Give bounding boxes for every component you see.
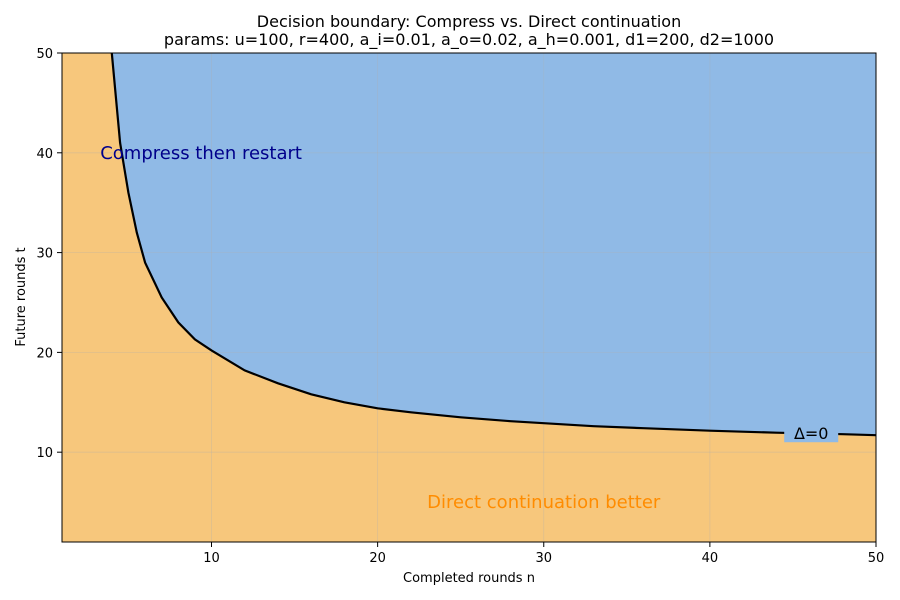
x-tick-label: 20	[369, 551, 386, 566]
plot-frame	[61, 52, 877, 543]
y-tick-label: 10	[36, 446, 53, 461]
contour-label: Δ=0	[794, 424, 829, 443]
y-axis-label: Future rounds t	[14, 247, 29, 346]
y-axis: 10 20 30 40 50	[36, 47, 62, 461]
direct-region	[62, 53, 876, 542]
x-tick-label: 10	[203, 551, 220, 566]
x-axis-label: Completed rounds n	[403, 571, 535, 586]
contour-label-gap	[784, 424, 839, 443]
region-label-compress: Compress then restart	[100, 143, 302, 164]
y-tick-label: 50	[36, 47, 53, 62]
x-tick-label: 50	[868, 551, 885, 566]
y-tick-label: 30	[36, 247, 53, 262]
y-tick-label: 40	[36, 147, 53, 162]
plot-area: Δ=0 Compress then restart Direct continu…	[61, 52, 877, 543]
x-tick-label: 40	[702, 551, 719, 566]
x-axis: 10 20 30 40 50	[203, 542, 884, 566]
x-tick-label: 30	[535, 551, 552, 566]
region-label-direct: Direct continuation better	[427, 492, 661, 513]
chart-subtitle: params: u=100, r=400, a_i=0.01, a_o=0.02…	[164, 30, 774, 50]
y-tick-label: 20	[36, 346, 53, 361]
chart-title: Decision boundary: Compress vs. Direct c…	[257, 12, 681, 31]
boundary-curve	[110, 52, 877, 437]
